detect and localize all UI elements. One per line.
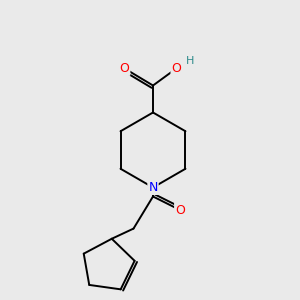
Text: O: O [175,203,185,217]
Text: H: H [186,56,195,67]
Text: N: N [148,181,158,194]
Text: O: O [120,62,129,75]
Text: O: O [172,62,181,75]
